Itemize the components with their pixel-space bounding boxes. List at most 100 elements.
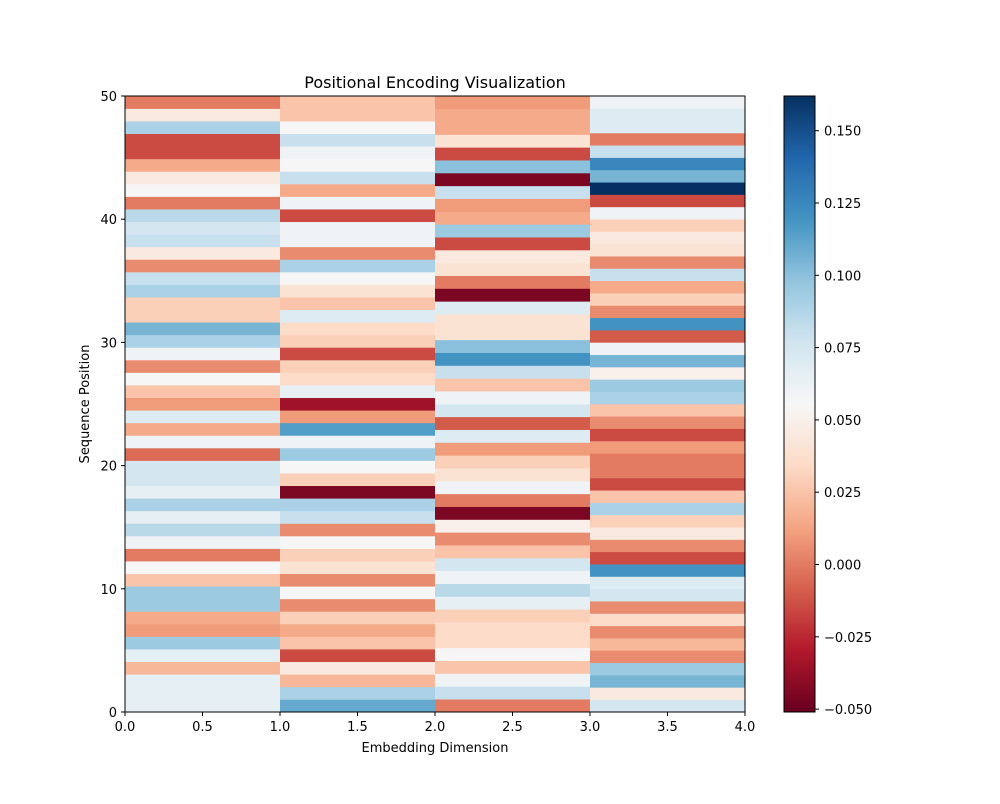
heatmap-cell-0-43 [125, 158, 281, 172]
heatmap-cell-0-44 [125, 145, 281, 160]
heatmap-cell-1-32 [280, 296, 436, 311]
heatmap-cell-0-22 [125, 422, 281, 436]
x-axis-ticks: 0.0 0.5 1.0 1.5 2.0 2.5 3.0 3.5 4.0 [115, 712, 756, 735]
heatmap-cell-2-25 [435, 378, 591, 392]
y-tick-label: 10 [100, 583, 117, 598]
heatmap-cell-2-20 [435, 442, 591, 456]
heatmap-cell-2-45 [435, 121, 591, 135]
heatmap-cell-3-1 [590, 687, 746, 700]
heatmap-cell-0-38 [125, 221, 281, 235]
heatmap-cell-1-25 [280, 384, 436, 399]
heatmap-cell-0-39 [125, 208, 281, 223]
heatmap-cell-1-46 [280, 120, 436, 135]
heatmap-cell-1-18 [280, 472, 436, 487]
heatmap-cell-3-43 [590, 169, 746, 183]
chart-title: Positional Encoding Visualization [304, 73, 566, 92]
heatmap-cell-1-23 [280, 409, 436, 424]
heatmap-cell-1-28 [280, 347, 436, 361]
heatmap-cell-1-27 [280, 359, 436, 373]
heatmap-cell-0-33 [125, 284, 281, 298]
heatmap-cell-3-45 [590, 144, 746, 158]
x-tick-label: 1.0 [270, 720, 291, 735]
heatmap-cell-1-40 [280, 196, 436, 210]
heatmap-cell-3-36 [590, 255, 746, 269]
heatmap-cell-3-10 [590, 576, 746, 590]
heatmap-cell-3-19 [590, 465, 746, 479]
y-tick-label: 20 [100, 460, 117, 475]
heatmap-cell-2-16 [435, 493, 591, 507]
heatmap-cell-0-17 [125, 485, 281, 499]
heatmap-cell-1-42 [280, 171, 436, 185]
colorbar-tick-label: 0.000 [824, 559, 861, 574]
heatmap-cell-3-22 [590, 428, 746, 442]
x-tick-label: 0.5 [192, 720, 213, 735]
heatmap-cell-1-6 [280, 623, 436, 637]
heatmap-cell-1-2 [280, 673, 436, 688]
heatmap-cell-2-33 [435, 275, 591, 289]
heatmap-cell-0-21 [125, 435, 281, 449]
heatmap-cell-2-32 [435, 288, 591, 302]
heatmap-cell-3-47 [590, 120, 746, 134]
heatmap-cell-2-30 [435, 313, 591, 328]
colorbar [783, 95, 816, 713]
heatmap-cell-1-3 [280, 661, 436, 675]
heatmap-cell-0-8 [125, 598, 281, 612]
heatmap-cell-1-8 [280, 598, 436, 612]
y-axis-ticks: 0 10 20 30 40 50 [100, 90, 125, 721]
heatmap-cell-3-34 [590, 280, 746, 294]
heatmap-cell-2-13 [435, 532, 591, 546]
colorbar-tick-label: 0.150 [824, 125, 861, 140]
heatmap-cell-3-33 [590, 292, 746, 306]
heatmap-cell-3-3 [590, 662, 746, 676]
heatmap-cell-2-7 [435, 609, 591, 623]
heatmap-cell-0-26 [125, 372, 281, 386]
heatmap-cell-2-43 [435, 147, 591, 161]
heatmap-cell-1-20 [280, 447, 436, 461]
heatmap-cell-2-46 [435, 108, 591, 122]
heatmap-cell-0-4 [125, 648, 281, 663]
heatmap-cell-0-46 [125, 120, 281, 135]
heatmap-cells [125, 95, 746, 713]
heatmap-cell-2-27 [435, 352, 591, 366]
heatmap-cell-0-12 [125, 548, 281, 562]
heatmap-cell-1-36 [280, 246, 436, 260]
heatmap-cell-0-42 [125, 171, 281, 185]
colorbar-tick-label: 0.100 [824, 269, 861, 284]
heatmap-cell-2-29 [435, 326, 591, 341]
heatmap-cell-1-34 [280, 271, 436, 285]
heatmap-cell-2-38 [435, 211, 591, 225]
y-axis-label: Sequence Position [78, 345, 93, 464]
x-tick-label: 0.0 [115, 720, 136, 735]
heatmap-cell-3-4 [590, 650, 746, 664]
heatmap-cell-2-10 [435, 570, 591, 584]
heatmap-cell-0-5 [125, 636, 281, 650]
heatmap-cell-0-40 [125, 196, 281, 210]
colorbar-tick-label: −0.050 [824, 703, 872, 718]
heatmap-cell-1-14 [280, 523, 436, 537]
heatmap-cell-3-27 [590, 366, 746, 380]
heatmap-cell-3-14 [590, 526, 746, 540]
colorbar-tick-label: 0.075 [824, 342, 861, 357]
heatmap-cell-2-14 [435, 519, 591, 533]
heatmap-cell-3-26 [590, 379, 746, 392]
heatmap-cell-2-34 [435, 262, 591, 276]
heatmap-cell-3-40 [590, 206, 746, 220]
heatmap-cell-0-13 [125, 535, 281, 549]
heatmap-cell-2-1 [435, 686, 591, 700]
heatmap-cell-2-28 [435, 339, 591, 353]
heatmap-cell-3-23 [590, 416, 746, 429]
colorbar-tick-label: −0.025 [824, 631, 872, 646]
heatmap-cell-3-20 [590, 452, 746, 466]
heatmap-cell-2-36 [435, 236, 591, 251]
heatmap-cell-2-4 [435, 647, 591, 661]
heatmap-cell-0-37 [125, 233, 281, 248]
heatmap-cell-2-24 [435, 390, 591, 405]
heatmap-cell-2-41 [435, 172, 591, 187]
heatmap-cell-0-25 [125, 384, 281, 399]
heatmap-cell-3-7 [590, 613, 746, 627]
heatmap-cell-0-28 [125, 347, 281, 361]
heatmap-cell-1-16 [280, 497, 436, 512]
colorbar-tick-label: 0.125 [824, 197, 861, 212]
x-tick-label: 4.0 [735, 720, 756, 735]
